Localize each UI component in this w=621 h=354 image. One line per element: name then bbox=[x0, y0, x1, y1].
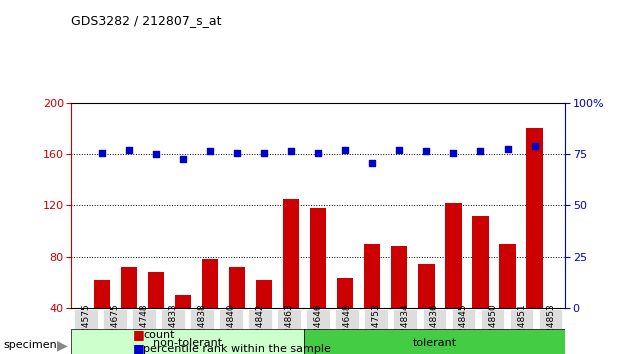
Point bbox=[422, 149, 432, 154]
Point bbox=[286, 149, 296, 154]
Text: GSM124845: GSM124845 bbox=[459, 304, 468, 354]
Text: GSM124648: GSM124648 bbox=[343, 304, 352, 354]
Bar bbox=[337, 279, 353, 354]
Bar bbox=[175, 295, 191, 354]
FancyBboxPatch shape bbox=[248, 309, 272, 353]
Point bbox=[448, 150, 458, 155]
Point bbox=[124, 147, 134, 153]
Bar bbox=[527, 129, 543, 354]
Bar bbox=[94, 280, 110, 354]
FancyBboxPatch shape bbox=[335, 309, 359, 353]
Bar bbox=[229, 267, 245, 354]
Bar bbox=[304, 329, 565, 354]
Point bbox=[178, 156, 188, 162]
Text: non-tolerant: non-tolerant bbox=[153, 338, 222, 348]
FancyBboxPatch shape bbox=[422, 309, 446, 353]
Text: GSM124646: GSM124646 bbox=[314, 304, 323, 354]
Text: GSM124675: GSM124675 bbox=[111, 304, 119, 354]
Text: GSM124863: GSM124863 bbox=[284, 304, 294, 354]
Bar bbox=[121, 267, 137, 354]
FancyBboxPatch shape bbox=[538, 309, 563, 353]
FancyBboxPatch shape bbox=[278, 309, 301, 353]
FancyBboxPatch shape bbox=[161, 309, 185, 353]
Text: GSM124842: GSM124842 bbox=[256, 304, 265, 354]
Bar bbox=[283, 199, 299, 354]
Text: ▶: ▶ bbox=[57, 338, 68, 352]
Text: specimen: specimen bbox=[3, 340, 57, 350]
Text: GSM124851: GSM124851 bbox=[517, 304, 526, 354]
Text: GSM124748: GSM124748 bbox=[140, 304, 148, 354]
Text: tolerant: tolerant bbox=[412, 338, 456, 348]
Text: GSM124753: GSM124753 bbox=[372, 304, 381, 354]
Bar bbox=[419, 264, 435, 354]
FancyBboxPatch shape bbox=[365, 309, 388, 353]
FancyBboxPatch shape bbox=[74, 309, 98, 353]
Bar bbox=[473, 216, 489, 354]
FancyBboxPatch shape bbox=[219, 309, 243, 353]
Text: GSM124838: GSM124838 bbox=[197, 304, 207, 354]
Bar bbox=[71, 329, 304, 354]
Text: GSM124834: GSM124834 bbox=[401, 304, 410, 354]
Text: count: count bbox=[143, 330, 175, 340]
Bar bbox=[499, 244, 515, 354]
Text: GSM124850: GSM124850 bbox=[488, 304, 497, 354]
FancyBboxPatch shape bbox=[103, 309, 127, 353]
Bar bbox=[202, 259, 218, 354]
Bar bbox=[365, 244, 381, 354]
Bar bbox=[310, 208, 327, 354]
Text: GSM124833: GSM124833 bbox=[168, 304, 178, 354]
FancyBboxPatch shape bbox=[132, 309, 156, 353]
Point bbox=[205, 149, 215, 154]
Point bbox=[476, 149, 486, 154]
Text: GSM124840: GSM124840 bbox=[227, 304, 235, 354]
Text: GDS3282 / 212807_s_at: GDS3282 / 212807_s_at bbox=[71, 14, 222, 27]
FancyBboxPatch shape bbox=[306, 309, 330, 353]
Text: GSM124836: GSM124836 bbox=[430, 304, 439, 354]
FancyBboxPatch shape bbox=[451, 309, 475, 353]
FancyBboxPatch shape bbox=[394, 309, 417, 353]
Point bbox=[394, 147, 404, 153]
Bar bbox=[445, 203, 461, 354]
FancyBboxPatch shape bbox=[481, 309, 504, 353]
Point bbox=[313, 150, 323, 155]
Point bbox=[151, 151, 161, 157]
Point bbox=[368, 160, 378, 166]
Point bbox=[340, 147, 350, 153]
Point bbox=[232, 150, 242, 155]
Text: GSM124575: GSM124575 bbox=[81, 304, 91, 354]
Bar bbox=[391, 246, 407, 354]
FancyBboxPatch shape bbox=[510, 309, 533, 353]
Text: GSM124853: GSM124853 bbox=[546, 304, 555, 354]
Point bbox=[259, 150, 269, 155]
Bar bbox=[256, 280, 272, 354]
Bar bbox=[148, 272, 164, 354]
Text: ■: ■ bbox=[133, 328, 145, 341]
Text: percentile rank within the sample: percentile rank within the sample bbox=[143, 344, 331, 354]
FancyBboxPatch shape bbox=[190, 309, 214, 353]
Text: ■: ■ bbox=[133, 343, 145, 354]
Point bbox=[97, 150, 107, 155]
Point bbox=[502, 146, 512, 152]
Point bbox=[530, 143, 540, 149]
